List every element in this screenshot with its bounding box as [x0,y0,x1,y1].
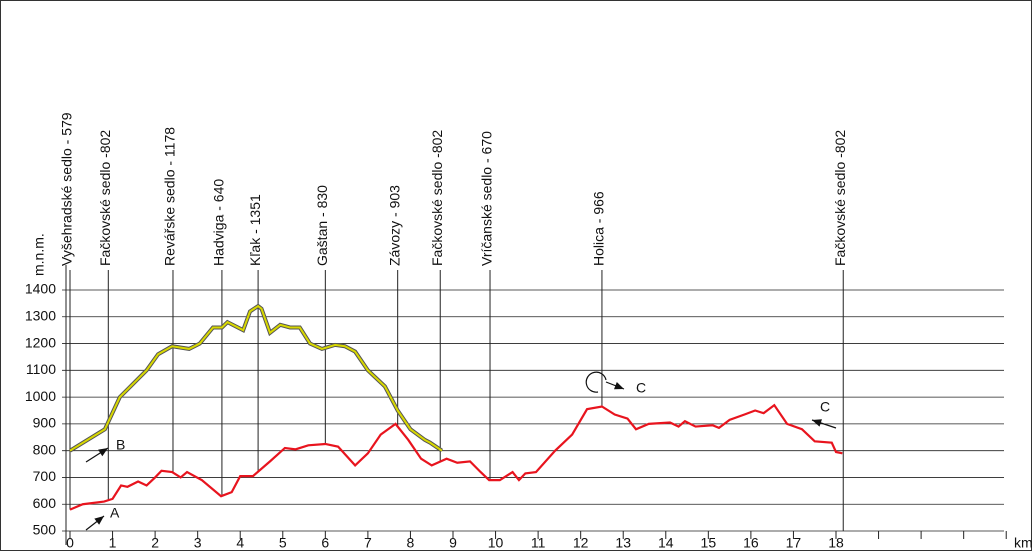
y-tick-label: 1000 [25,388,56,404]
x-tick-label: 15 [701,535,717,551]
x-tick-label: 13 [615,535,631,551]
series-outline [68,303,444,453]
x-tick-label: 5 [279,535,287,551]
y-tick-label: 1300 [25,307,56,323]
x-tick-label: 6 [321,535,329,551]
x-tick-label: 11 [531,535,546,551]
arrow [585,371,607,393]
x-tick-label: 10 [488,535,504,551]
x-tick-label: 0 [66,535,74,551]
x-tick-label: 1 [109,535,117,551]
x-tick-label: 14 [658,535,674,551]
marker-label: Kľak - 1351 [247,194,263,266]
x-tick-label: 17 [786,535,802,551]
point-label: C [636,380,646,396]
marker-label: Fačkovské sedlo -802 [97,130,113,266]
y-tick-label: 500 [33,522,57,538]
y-tick-label: 1400 [25,281,56,297]
point-label: B [116,437,125,453]
marker-label: Hadviga - 640 [211,179,227,266]
arrow-head [614,382,624,390]
marker-label: Holica - 966 [591,191,607,266]
marker-label: Závozy - 903 [386,185,402,266]
x-tick-label: 9 [449,535,457,551]
x-tick-label: 4 [236,535,244,551]
y-tick-label: 700 [33,468,57,484]
arrow-head [98,448,108,457]
y-tick-label: 1200 [25,334,56,350]
y-tick-label: 800 [33,441,57,457]
x-tick-label: 2 [151,535,159,551]
marker-label: Gaštan - 830 [314,185,330,266]
x-axis-label: km [1014,535,1032,551]
marker-label: Fačkovské sedlo -802 [429,130,445,266]
marker-label: Revářske sedlo - 1178 [162,127,178,266]
series-line [69,304,443,452]
point-label: A [110,505,120,521]
arrow-head [812,419,822,427]
y-tick-label: 1100 [26,361,56,377]
x-tick-label: 16 [743,535,759,551]
y-tick-label: 600 [33,495,57,511]
marker-label: Vríčanské sedlo - 670 [479,131,495,266]
y-axis-label: m.n.m. [31,233,47,276]
x-tick-label: 12 [573,535,589,551]
x-tick-label: 8 [407,535,415,551]
marker-label: Fačkovské sedlo -802 [832,130,848,266]
point-label: C [820,399,830,415]
y-tick-label: 900 [33,415,57,431]
arrow-head [94,516,104,525]
series-line [69,403,843,511]
marker-label: Vyšehradské sedlo - 579 [59,112,75,266]
x-tick-label: 18 [828,535,844,551]
x-tick-label: 3 [194,535,202,551]
x-tick-label: 7 [364,535,372,551]
